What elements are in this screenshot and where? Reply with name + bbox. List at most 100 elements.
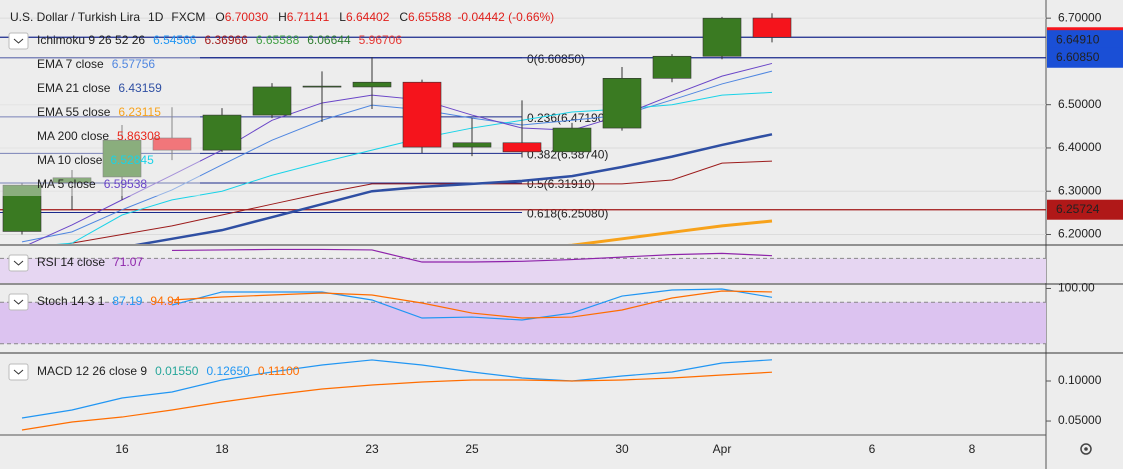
y-tick-label: 0.05000 [1058, 413, 1102, 427]
indicator-line [171, 288, 773, 321]
candle-body [702, 17, 742, 57]
y-tick-label: 0.10000 [1058, 373, 1102, 387]
legend-value: 0.12650 [206, 364, 250, 378]
y-tick-label: 6.50000 [1058, 97, 1102, 111]
legend-name: MACD 12 26 close 9 [37, 364, 147, 378]
collapse-arrow [13, 260, 24, 266]
price-marker [1047, 199, 1123, 220]
legend-row: EMA 55 close 6.23115 [37, 105, 161, 119]
collapse-arrow [13, 38, 24, 44]
source: FXCM [171, 10, 205, 24]
legend-row: MACD 12 26 close 9 0.01550 0.12650 0.11100 [37, 364, 300, 378]
candle-body [402, 81, 442, 148]
indicator-line [21, 70, 773, 243]
legend-value: 6.36966 [204, 33, 248, 47]
legend-row: EMA 7 close 6.57756 [37, 57, 155, 71]
indicator-line [21, 359, 773, 419]
x-tick-label: 30 [615, 442, 629, 456]
x-tick-label: Apr [713, 442, 732, 456]
legend-value: 5.86308 [117, 129, 161, 143]
x-tick-label: 16 [115, 442, 129, 456]
legend-name: Ichimoku 9 26 52 26 [37, 33, 145, 47]
legend-value: 6.54566 [153, 33, 197, 47]
y-tick-label: 100.00 [1058, 281, 1095, 295]
y-tick-label: 6.20000 [1058, 227, 1102, 241]
ohlc-prefix: L [339, 10, 346, 24]
legend-row: RSI 14 close 71.07 [37, 255, 143, 269]
price-marker [1047, 47, 1123, 68]
y-tick-label: 6.30000 [1058, 183, 1102, 197]
legend-name: MA 5 close [37, 177, 96, 191]
indicator-line [21, 371, 773, 431]
legend-value: 71.07 [113, 255, 143, 269]
indicator-line [171, 290, 773, 319]
legend-name: MA 200 close [37, 129, 109, 143]
price-marker-label: 6.25724 [1056, 202, 1100, 216]
fib-label: 0.618(6.25080) [527, 207, 608, 221]
change: -0.04442 (-0.66%) [457, 10, 554, 24]
ohlc-value: 6.65588 [408, 10, 452, 24]
collapse-button [8, 254, 29, 272]
settings-icon[interactable] [1080, 443, 1092, 455]
legend-value: 6.43159 [118, 81, 162, 95]
candle-body [652, 55, 692, 79]
candle-body [102, 139, 142, 178]
legend-value: 87.19 [112, 294, 142, 308]
fib-label: 0(6.60850) [527, 52, 585, 66]
legend-name: RSI 14 close [37, 255, 105, 269]
indicator-line [567, 219, 773, 244]
collapse-arrow [13, 369, 24, 375]
y-tick-label: 6.40000 [1058, 140, 1102, 154]
legend-value: 6.06644 [307, 33, 351, 47]
legend-row: Stoch 14 3 1 87.19 94.94 [37, 294, 181, 308]
candle-body [502, 142, 542, 153]
candle-body [452, 142, 492, 148]
gear[interactable] [1080, 443, 1092, 455]
plot [171, 248, 773, 263]
plot: 0(6.60850)0.236(6.47190)0.382(6.38740)0.… [0, 13, 1046, 244]
legend-value: 6.52845 [110, 153, 154, 167]
legend-value: 6.57756 [112, 57, 156, 71]
gear-center[interactable] [1084, 447, 1088, 451]
indicator-line [171, 248, 773, 263]
legend-value: 6.65588 [256, 33, 300, 47]
ohlc-prefix: O [215, 10, 224, 24]
ohlc-value: 6.64402 [346, 10, 390, 24]
indicator-line [28, 62, 773, 244]
collapse-button [8, 293, 29, 311]
legend-value: 6.59538 [104, 177, 148, 191]
legend-value: 0.11100 [258, 364, 300, 378]
candle-body [352, 81, 392, 88]
price-marker-label: 6.64910 [1056, 32, 1100, 46]
legend-row: MA 10 close 6.52845 [37, 153, 154, 167]
legend-name: EMA 21 close [37, 81, 111, 95]
header: U.S. Dollar / Turkish Lira 1D FXCM O6.70030… [10, 10, 554, 24]
band [0, 258, 1046, 283]
candle-body [52, 177, 92, 183]
interval: 1D [148, 10, 164, 24]
collapse-button [8, 32, 29, 50]
indicator-line [56, 91, 773, 244]
legend-row: MA 5 close 6.59538 [37, 177, 147, 191]
x-tick-label: 25 [465, 442, 479, 456]
legend-name: MA 10 close [37, 153, 103, 167]
candle-body [752, 17, 792, 38]
candle-body [152, 137, 192, 151]
ohlc-value: 6.71141 [287, 10, 330, 24]
legend-name: EMA 7 close [37, 57, 104, 71]
plot [171, 288, 773, 321]
legend-value: 6.23115 [118, 105, 161, 119]
ohlc-prefix: H [278, 10, 287, 24]
plot [21, 359, 773, 431]
collapse-arrow [13, 299, 24, 305]
legend-value: 0.01550 [155, 364, 199, 378]
legend-row: MA 200 close 5.86308 [37, 129, 161, 143]
symbol-title: U.S. Dollar / Turkish Lira [10, 10, 140, 24]
candle-body [552, 127, 592, 153]
x-tick-label: 23 [365, 442, 379, 456]
price-marker [1047, 30, 1123, 51]
legend-name: EMA 55 close [37, 105, 111, 119]
ohlc-prefix: C [399, 10, 408, 24]
legend-overlay [0, 50, 200, 196]
